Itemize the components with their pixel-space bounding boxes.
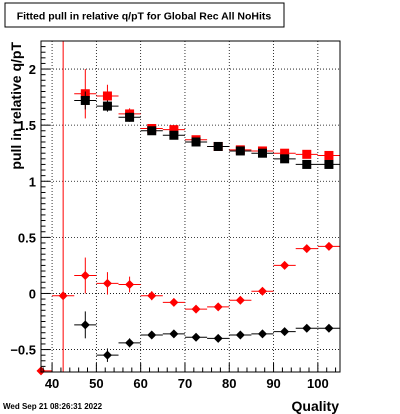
data-point: [257, 329, 267, 339]
data-point: [302, 159, 312, 169]
data-point: [80, 95, 90, 105]
data-point: [147, 291, 157, 301]
x-tick-label: 90: [266, 376, 280, 391]
plot-frame: [40, 40, 341, 373]
data-point: [257, 148, 267, 158]
data-point: [169, 297, 179, 307]
grid: [41, 41, 340, 372]
data-point: [302, 323, 312, 333]
data-point: [191, 137, 201, 147]
data-point: [80, 271, 90, 281]
data-point: [280, 148, 290, 158]
data-point: [280, 327, 290, 337]
x-tick-label: 70: [178, 376, 192, 391]
data-point: [125, 338, 135, 348]
data-point: [102, 278, 112, 288]
data-point: [147, 330, 157, 340]
data-point: [280, 154, 290, 164]
data-point: [125, 112, 135, 122]
axes: 40 50 60 70 80 90 100 −0.5 0 0.5 1 1.5 2: [10, 40, 341, 391]
data-point: [191, 332, 201, 342]
footer-date: Wed Sep 21 08:26:31 2022: [3, 402, 103, 411]
x-tick-label: 100: [307, 376, 329, 391]
x-tick-label: 60: [133, 376, 147, 391]
title-box: [4, 2, 285, 28]
data-point: [235, 146, 245, 156]
x-tick-label: 40: [45, 376, 59, 391]
data-point: [102, 91, 112, 101]
data-point: [324, 150, 334, 160]
data-point: [147, 126, 157, 136]
y-axis-label: pull in relative q/pT: [8, 42, 24, 170]
y-tick-label: 1.5: [18, 118, 36, 133]
data-point: [80, 320, 90, 330]
series-sigma-black: [74, 91, 340, 169]
data-point: [191, 304, 201, 314]
data-point: [169, 125, 179, 135]
data-point: [235, 330, 245, 340]
series-mean-black: [74, 311, 340, 362]
data-point: [169, 329, 179, 339]
x-axis-label: Quality: [292, 398, 340, 414]
data-point: [324, 159, 334, 169]
x-tick-label: 80: [222, 376, 236, 391]
y-tick-label: 1: [29, 174, 36, 189]
data-point: [280, 260, 290, 270]
data-point: [213, 333, 223, 343]
series-mean-red: [36, 241, 340, 376]
data-point: [58, 291, 68, 301]
chart-title: Fitted pull in relative q/pT for Global …: [17, 11, 272, 23]
data-point: [302, 244, 312, 254]
data-point: [324, 241, 334, 251]
y-tick-label: 0: [29, 286, 36, 301]
data-point: [324, 323, 334, 333]
data-point: [102, 101, 112, 111]
y-tick-label: 2: [29, 62, 36, 77]
y-tick-label: 0.5: [18, 230, 36, 245]
data-point: [125, 279, 135, 289]
y-tick-label: −0.5: [10, 343, 36, 358]
data-point: [302, 149, 312, 159]
data-point: [102, 350, 112, 360]
data-point: [213, 302, 223, 312]
data-point: [213, 141, 223, 151]
x-tick-label: 50: [89, 376, 103, 391]
data-point: [235, 295, 245, 305]
data-point: [257, 286, 267, 296]
data-point: [169, 130, 179, 140]
